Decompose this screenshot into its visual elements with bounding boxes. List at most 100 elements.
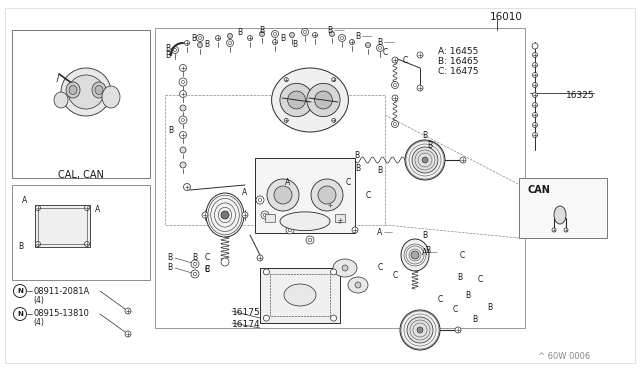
Ellipse shape [69, 86, 77, 94]
Circle shape [332, 78, 336, 81]
Circle shape [271, 31, 278, 38]
Ellipse shape [66, 82, 80, 98]
Circle shape [342, 265, 348, 271]
Text: B: B [458, 273, 463, 282]
Ellipse shape [348, 277, 368, 293]
Circle shape [332, 118, 336, 122]
Circle shape [256, 196, 264, 204]
Circle shape [280, 83, 313, 117]
Text: B: B [18, 242, 23, 251]
Circle shape [288, 228, 292, 232]
Circle shape [257, 255, 263, 261]
Circle shape [301, 29, 308, 35]
Text: B: B [191, 33, 196, 42]
Text: B: B [204, 266, 209, 275]
Circle shape [417, 327, 423, 333]
Circle shape [460, 157, 466, 163]
Bar [35, 205, 90, 247]
Text: B: B [280, 33, 285, 42]
Text: 08915-13810: 08915-13810 [33, 310, 89, 318]
Circle shape [287, 91, 305, 109]
Text: 16174: 16174 [232, 320, 260, 329]
Text: C: C [437, 295, 443, 305]
Circle shape [532, 122, 538, 128]
Circle shape [455, 327, 461, 333]
Circle shape [405, 140, 445, 180]
Circle shape [259, 32, 264, 36]
Text: B: B [465, 291, 470, 299]
Text: C: C [452, 305, 458, 314]
Circle shape [378, 46, 381, 49]
Circle shape [258, 198, 262, 202]
Text: C: C [346, 177, 351, 186]
Text: (4): (4) [33, 295, 44, 305]
Circle shape [552, 228, 556, 232]
Circle shape [349, 39, 355, 45]
Circle shape [228, 42, 232, 45]
Text: CAL, CAN: CAL, CAN [58, 170, 104, 180]
Text: B: B [472, 315, 477, 324]
Bar [260, 267, 340, 323]
Circle shape [84, 241, 90, 247]
Circle shape [532, 43, 538, 49]
Circle shape [179, 131, 186, 138]
Circle shape [35, 241, 40, 247]
Circle shape [392, 57, 398, 63]
Text: 16010: 16010 [490, 12, 523, 22]
Circle shape [264, 269, 269, 275]
Text: N: N [17, 288, 23, 294]
Circle shape [312, 32, 317, 38]
Circle shape [394, 83, 397, 87]
Circle shape [179, 90, 186, 97]
Text: 08911-2081A: 08911-2081A [33, 286, 89, 295]
Text: A: 16455: A: 16455 [438, 47, 478, 56]
Circle shape [417, 85, 423, 91]
Circle shape [84, 205, 90, 211]
Circle shape [400, 310, 440, 350]
Text: B: B [237, 28, 243, 36]
Ellipse shape [61, 68, 111, 116]
Text: B: B [292, 39, 298, 48]
Text: B: B [328, 26, 333, 35]
Circle shape [198, 36, 202, 39]
Circle shape [125, 331, 131, 337]
Circle shape [532, 93, 538, 97]
Circle shape [13, 308, 26, 321]
Text: C: C [392, 270, 397, 279]
Circle shape [411, 251, 419, 259]
Ellipse shape [333, 259, 357, 277]
Bar [519, 178, 607, 238]
Circle shape [180, 162, 186, 168]
Text: B: B [428, 141, 433, 150]
Circle shape [179, 116, 187, 124]
Circle shape [352, 227, 358, 233]
Circle shape [286, 226, 294, 234]
Circle shape [125, 308, 131, 314]
Circle shape [264, 315, 269, 321]
Circle shape [284, 78, 288, 81]
Circle shape [284, 118, 288, 122]
Circle shape [180, 147, 186, 153]
Circle shape [263, 213, 267, 217]
Circle shape [365, 42, 371, 48]
Text: B: B [422, 131, 428, 140]
Bar [265, 214, 275, 222]
Circle shape [196, 35, 204, 42]
Circle shape [314, 91, 332, 109]
Circle shape [193, 262, 197, 266]
Text: B: B [426, 246, 431, 254]
Text: A: A [95, 205, 100, 214]
Text: C: C [378, 263, 383, 273]
Ellipse shape [284, 284, 316, 306]
Circle shape [392, 81, 399, 89]
Text: B: B [168, 125, 173, 135]
Circle shape [394, 122, 397, 125]
Text: B: B [168, 253, 173, 263]
Text: C: C [477, 276, 483, 285]
Ellipse shape [280, 212, 330, 231]
Circle shape [193, 272, 197, 276]
Circle shape [532, 73, 538, 77]
Text: B: B [165, 44, 171, 52]
Bar [12, 185, 150, 280]
Text: B: B [168, 263, 173, 273]
